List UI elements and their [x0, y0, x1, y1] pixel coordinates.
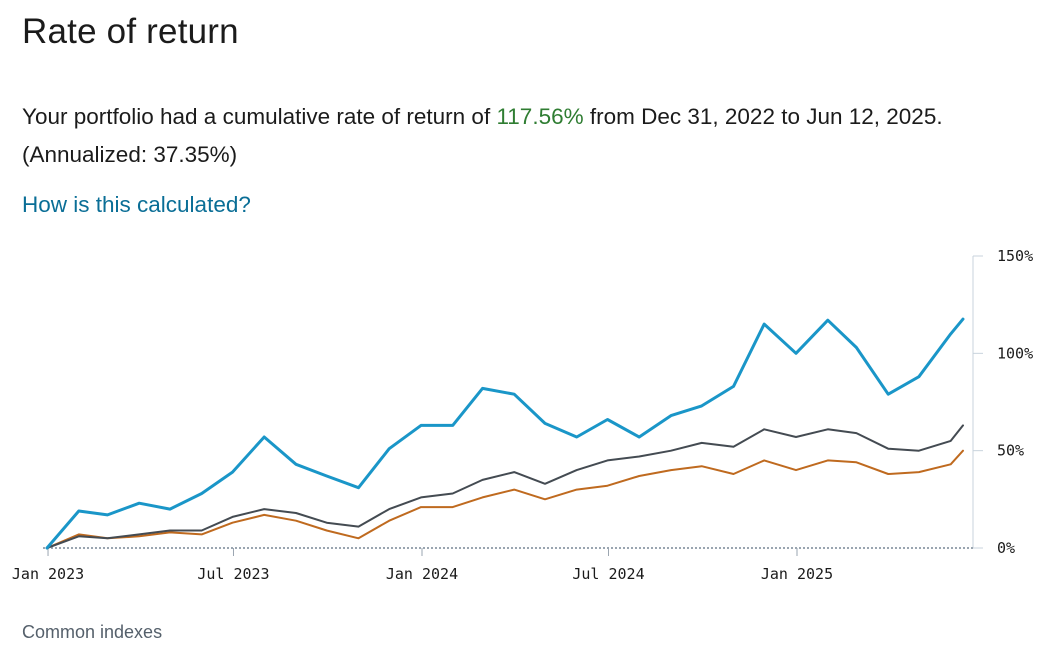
series-line: [45, 317, 965, 550]
common-indexes-heading: Common indexes: [22, 622, 163, 642]
how-calculated-link[interactable]: How is this calculated?: [22, 192, 251, 217]
summary-prefix: Your portfolio had a cumulative rate of …: [22, 104, 497, 129]
tick-label-layer: 0% 50% 100% 150% Jan 2023 Jul 2023 Jan 2024 Jul…: [12, 247, 1033, 583]
x-tick-label: Jan 2024: [386, 565, 458, 583]
annualized-return-value: 37.35%: [153, 142, 230, 167]
x-tick-label: Jan 2023: [12, 565, 84, 583]
summary-middle: from Dec 31, 2022 to Jun 12, 2025. (Annu…: [22, 104, 943, 167]
x-tick-label: Jul 2023: [197, 565, 269, 583]
series-line: [46, 424, 964, 549]
chart-svg: 0% 50% 100% 150% Jan 2023 Jul 2023 Jan 2024 Jul…: [12, 247, 1033, 583]
axis-layer: [43, 255, 983, 556]
x-tick-label: Jan 2025: [761, 565, 833, 583]
summary-suffix: ): [229, 142, 238, 167]
y-tick-label: 150%: [997, 247, 1033, 265]
cumulative-return-value: 117.56%: [496, 104, 584, 129]
y-tick-label: 0%: [997, 539, 1015, 557]
rate-of-return-chart: 0% 50% 100% 150% Jan 2023 Jul 2023 Jan 2024 Jul…: [0, 236, 1058, 596]
y-tick-label: 100%: [997, 344, 1033, 362]
y-tick-label: 50%: [997, 442, 1024, 460]
x-tick-label: Jul 2024: [572, 565, 644, 583]
series-line: [46, 449, 964, 549]
page-title: Rate of return: [22, 12, 239, 51]
series-layer: [45, 317, 965, 550]
return-summary: Your portfolio had a cumulative rate of …: [22, 98, 1032, 174]
